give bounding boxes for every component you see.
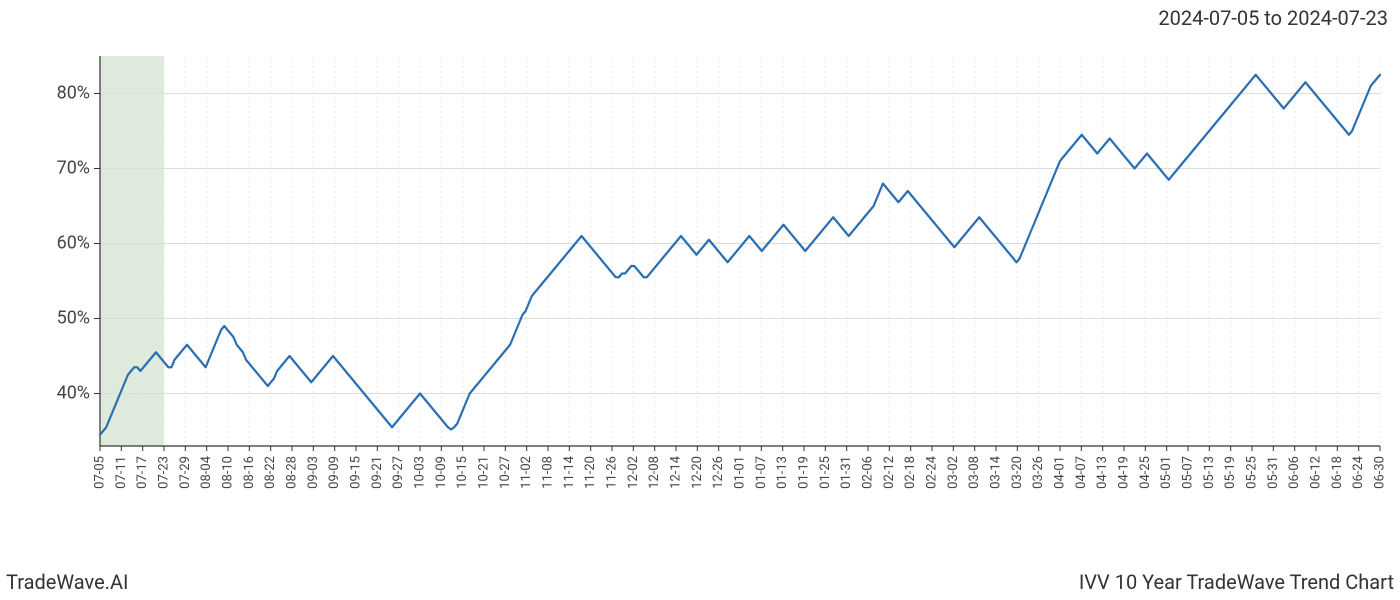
x-tick-label: 03-20 bbox=[1010, 456, 1025, 489]
x-tick-label: 12-20 bbox=[690, 456, 705, 489]
x-tick-label: 09-09 bbox=[327, 456, 342, 489]
x-tick-label: 07-17 bbox=[135, 456, 150, 489]
x-tick-label: 10-09 bbox=[434, 456, 449, 489]
x-tick-label: 11-02 bbox=[519, 456, 534, 489]
x-tick-label: 06-06 bbox=[1287, 456, 1302, 489]
x-tick-label: 05-13 bbox=[1202, 456, 1217, 489]
x-tick-label: 11-14 bbox=[562, 455, 577, 489]
x-tick-label: 12-08 bbox=[647, 456, 662, 489]
x-tick-label: 06-12 bbox=[1308, 456, 1323, 489]
x-tick-label: 03-08 bbox=[967, 456, 982, 489]
x-tick-label: 09-03 bbox=[306, 456, 321, 489]
x-tick-label: 05-19 bbox=[1223, 456, 1238, 489]
branding-label: TradeWave.AI bbox=[6, 570, 128, 594]
x-tick-label: 06-18 bbox=[1330, 456, 1345, 489]
x-tick-label: 07-11 bbox=[114, 456, 129, 489]
x-tick-label: 07-29 bbox=[178, 456, 193, 489]
x-tick-label: 01-13 bbox=[775, 456, 790, 489]
x-tick-label: 02-06 bbox=[860, 456, 875, 489]
x-tick-label: 12-14 bbox=[668, 455, 683, 489]
x-tick-label: 09-27 bbox=[391, 456, 406, 489]
x-tick-label: 08-22 bbox=[263, 456, 278, 489]
y-tick-label: 40% bbox=[57, 382, 90, 403]
x-tick-label: 04-01 bbox=[1052, 456, 1067, 489]
x-tick-label: 02-24 bbox=[924, 455, 939, 489]
x-tick-label: 01-19 bbox=[796, 456, 811, 489]
x-tick-label: 12-02 bbox=[626, 456, 641, 489]
y-tick-label: 50% bbox=[57, 307, 90, 328]
x-tick-label: 11-08 bbox=[540, 456, 555, 489]
x-tick-label: 04-19 bbox=[1116, 456, 1131, 489]
x-tick-label: 08-10 bbox=[220, 456, 235, 489]
date-range-label: 2024-07-05 to 2024-07-23 bbox=[1158, 6, 1388, 30]
x-tick-label: 05-07 bbox=[1180, 456, 1195, 489]
x-tick-label: 04-07 bbox=[1074, 456, 1089, 489]
x-tick-label: 04-25 bbox=[1138, 456, 1153, 489]
x-tick-label: 01-25 bbox=[818, 456, 833, 489]
x-tick-label: 09-15 bbox=[348, 456, 363, 489]
x-tick-label: 10-03 bbox=[412, 456, 427, 489]
chart-caption: IVV 10 Year TradeWave Trend Chart bbox=[1079, 570, 1394, 594]
x-tick-label: 10-21 bbox=[476, 456, 491, 489]
x-tick-label: 02-12 bbox=[882, 456, 897, 489]
x-tick-label: 04-13 bbox=[1095, 456, 1110, 489]
x-tick-label: 10-15 bbox=[455, 456, 470, 489]
x-tick-label: 08-04 bbox=[199, 455, 214, 489]
x-tick-label: 07-05 bbox=[92, 456, 107, 489]
x-tick-label: 05-31 bbox=[1266, 456, 1281, 489]
y-tick-label: 60% bbox=[57, 232, 90, 253]
x-tick-label: 02-18 bbox=[903, 456, 918, 489]
x-tick-label: 09-21 bbox=[370, 456, 385, 489]
x-tick-label: 11-20 bbox=[583, 456, 598, 489]
chart-container: { "header": { "date_range": "2024-07-05 … bbox=[0, 0, 1400, 600]
x-tick-label: 11-26 bbox=[604, 456, 619, 489]
x-tick-label: 03-02 bbox=[946, 456, 961, 489]
x-tick-label: 06-30 bbox=[1372, 456, 1387, 489]
x-tick-label: 06-24 bbox=[1351, 455, 1366, 489]
x-tick-label: 08-28 bbox=[284, 456, 299, 489]
x-tick-label: 05-25 bbox=[1244, 456, 1259, 489]
line-chart: 40% 50% 60% 70% 80% 07-05 07-11 07-17 07-23 07-29… bbox=[0, 36, 1400, 556]
x-tick-label: 08-16 bbox=[242, 456, 257, 489]
x-tick-label: 05-01 bbox=[1159, 456, 1174, 489]
x-tick-label: 03-14 bbox=[988, 455, 1003, 489]
x-tick-label: 10-27 bbox=[498, 456, 513, 489]
x-tick-label: 01-01 bbox=[732, 456, 747, 489]
x-tick-label: 07-23 bbox=[156, 456, 171, 489]
x-tick-label: 01-31 bbox=[839, 456, 854, 489]
x-tick-label: 01-07 bbox=[754, 456, 769, 489]
x-tick-label: 12-26 bbox=[711, 456, 726, 489]
y-tick-label: 70% bbox=[57, 157, 90, 178]
highlight-band bbox=[100, 56, 164, 446]
x-tick-label: 03-26 bbox=[1031, 456, 1046, 489]
y-tick-label: 80% bbox=[57, 82, 90, 103]
chart-svg: 40% 50% 60% 70% 80% 07-05 07-11 07-17 07-23 07-29… bbox=[0, 36, 1400, 556]
